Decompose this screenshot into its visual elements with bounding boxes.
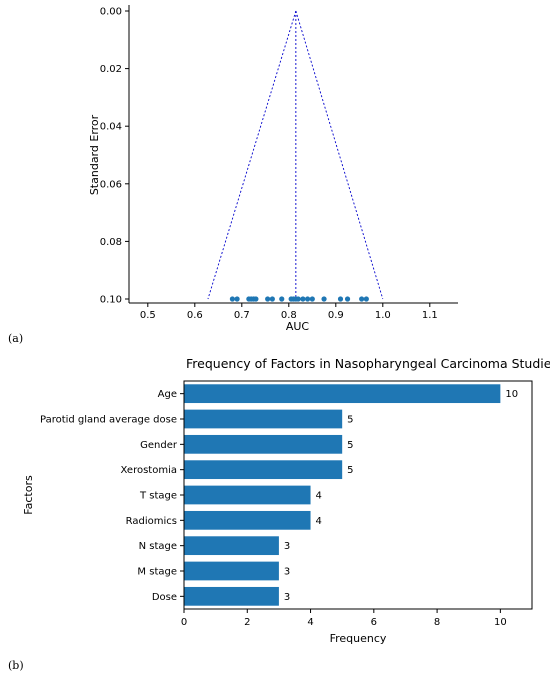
x-tick-label: 0.6: [187, 310, 203, 321]
data-point: [269, 296, 275, 302]
plot-frame: [183, 380, 533, 610]
y-axis-label: Standard Error: [88, 114, 101, 195]
data-point: [253, 296, 259, 302]
category-label: Radiomics: [126, 516, 177, 527]
bar: [184, 510, 311, 530]
panel-label-b: (b): [8, 659, 24, 672]
data-point: [305, 296, 311, 302]
data-point: [309, 296, 315, 302]
category-label: M stage: [137, 567, 177, 578]
bar: [184, 586, 279, 606]
data-point: [265, 296, 271, 302]
data-point: [229, 296, 235, 302]
panel-label-a: (a): [8, 332, 24, 345]
y-axis-label: Factors: [22, 475, 35, 515]
y-tick-label: 0.08: [100, 237, 122, 248]
bar-value-label: 4: [316, 516, 322, 527]
bar-value-label: 5: [347, 415, 353, 426]
x-tick-label: 10: [494, 617, 507, 628]
category-label: Xerostomia: [121, 465, 177, 476]
x-tick-label: 0.7: [234, 310, 250, 321]
x-axis-label: AUC: [286, 320, 310, 333]
bar-value-label: 3: [284, 567, 290, 578]
x-axis-label: Frequency: [330, 632, 387, 645]
x-tick-label: 0.8: [281, 310, 297, 321]
x-tick-label: 8: [434, 617, 440, 628]
y-tick-label: 0.06: [100, 179, 122, 190]
bar: [184, 460, 343, 480]
category-label: Gender: [140, 440, 178, 451]
category-label: Dose: [152, 592, 177, 603]
y-tick-label: 0.10: [100, 295, 122, 306]
category-label: Age: [158, 389, 177, 400]
data-point: [359, 296, 365, 302]
x-tick-label: 2: [244, 617, 250, 628]
y-tick-label: 0.00: [100, 7, 122, 18]
category-label: T stage: [139, 491, 177, 502]
x-tick-label: 0: [181, 617, 187, 628]
bar: [184, 485, 311, 505]
data-point: [300, 296, 306, 302]
bar-value-label: 10: [505, 389, 518, 400]
chart-title: Frequency of Factors in Nasopharyngeal C…: [186, 356, 550, 371]
category-label: N stage: [139, 541, 177, 552]
y-tick-label: 0.04: [100, 122, 122, 133]
bar-value-label: 5: [347, 440, 353, 451]
bar: [184, 561, 279, 581]
x-tick-label: 6: [371, 617, 377, 628]
bar: [184, 536, 279, 556]
data-point: [337, 296, 344, 302]
x-tick-label: 4: [307, 617, 313, 628]
x-tick-label: 0.9: [328, 310, 344, 321]
data-point: [344, 296, 351, 302]
data-point: [234, 296, 240, 302]
category-label: Parotid gland average dose: [40, 415, 177, 426]
data-point: [295, 296, 301, 302]
x-tick-label: 1.0: [375, 310, 391, 321]
bar: [184, 434, 343, 454]
bar-value-label: 4: [316, 491, 322, 502]
data-point: [363, 296, 369, 302]
x-tick-label: 0.5: [140, 310, 156, 321]
bar: [184, 384, 501, 404]
bar-value-label: 5: [347, 465, 353, 476]
bar-value-label: 3: [284, 592, 290, 603]
x-tick-label: 1.1: [422, 310, 438, 321]
data-point: [321, 296, 327, 302]
data-point: [279, 296, 285, 302]
bar-value-label: 3: [284, 541, 290, 552]
y-tick-label: 0.02: [100, 64, 122, 75]
bar: [184, 409, 343, 429]
